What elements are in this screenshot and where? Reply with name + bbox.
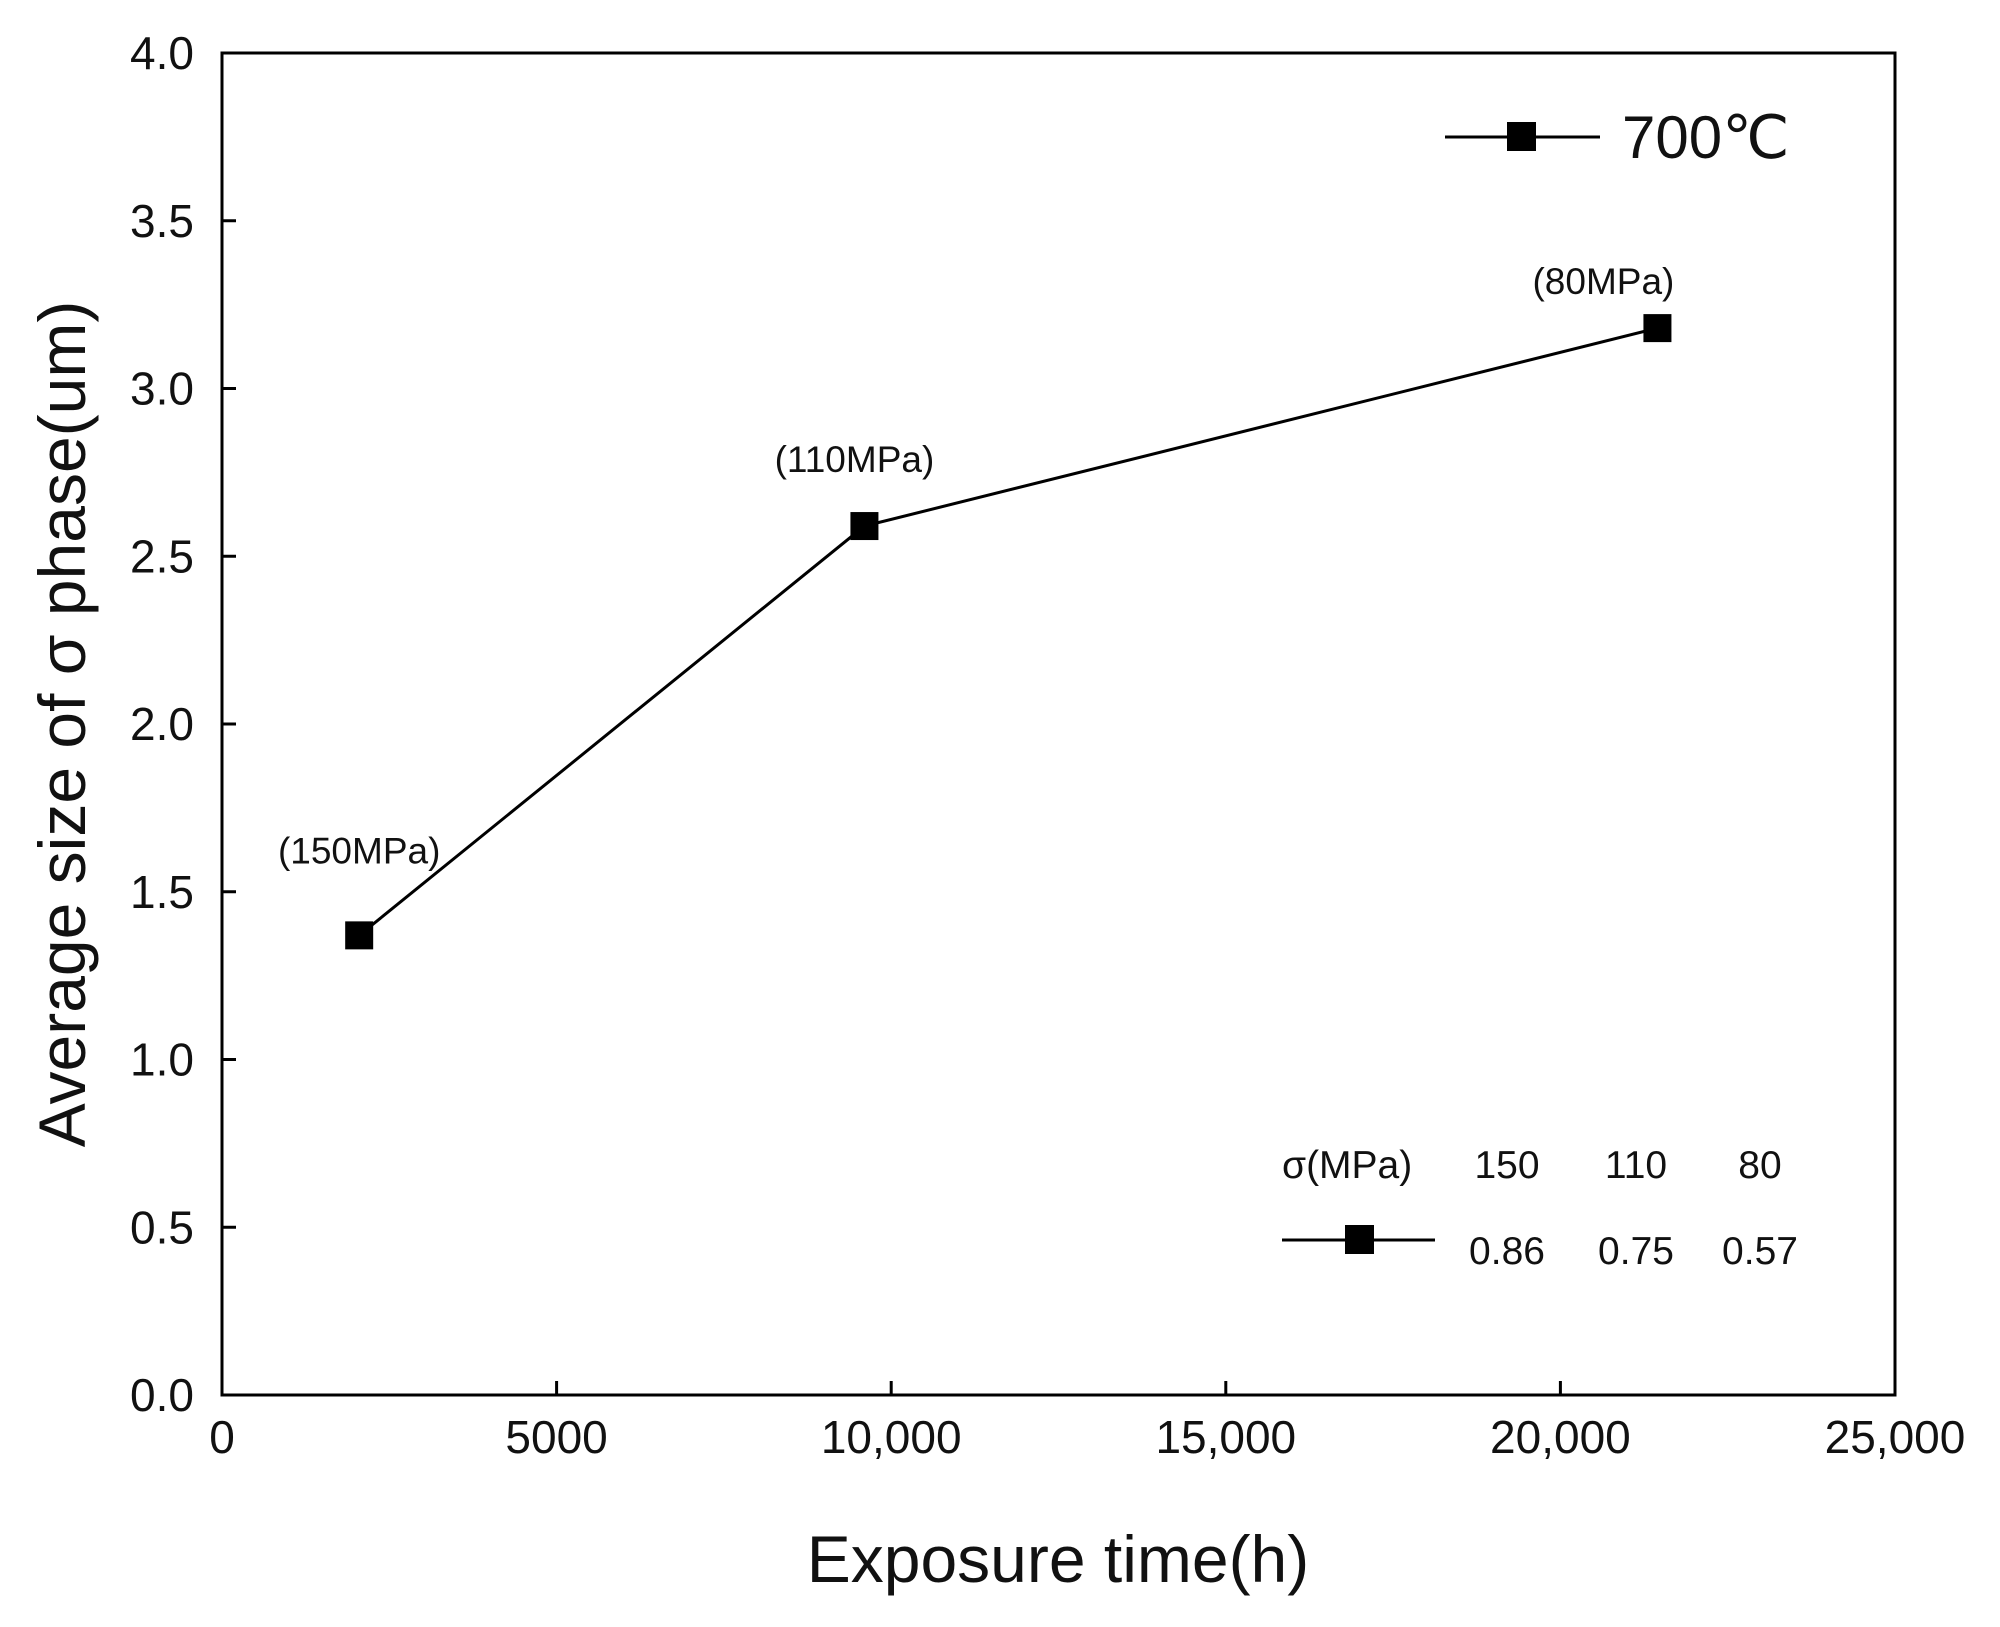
x-tick-label: 10,000 [821,1411,962,1463]
data-point-marker [345,921,374,950]
series-line [358,326,1658,937]
y-axis-title: Average size of σ phase(um) [25,301,99,1148]
legend-marker-square [1507,122,1536,151]
inset-table: σ(MPa) 150 110 80 0.86 0.75 0.57 [1282,1144,1798,1273]
x-tick-label: 5000 [505,1411,607,1463]
inset-header-value: 80 [1738,1144,1781,1187]
x-tick-label: 25,000 [1825,1411,1966,1463]
y-tick-label: 4.0 [130,27,194,79]
inset-header-label: σ(MPa) [1282,1144,1412,1187]
y-tick-label: 0.5 [130,1201,194,1253]
inset-header-value: 150 [1474,1144,1539,1187]
x-tick-label: 15,000 [1155,1411,1296,1463]
data-point-label: (150MPa) [278,830,440,871]
y-axis-ticks: 0.0 0.5 1.0 1.5 2.0 2.5 3.0 3.5 4.0 [130,27,236,1421]
y-tick-label: 2.0 [130,698,194,750]
data-point-label: (110MPa) [775,439,935,480]
y-tick-label: 2.5 [130,530,194,582]
legend-label: 700℃ [1622,104,1790,171]
x-tick-label: 0 [209,1411,235,1463]
y-tick-label: 1.0 [130,1034,194,1086]
x-axis-ticks: 0 5000 10,000 15,000 20,000 25,000 [209,1381,1965,1463]
x-tick-label: 20,000 [1490,1411,1631,1463]
plot-frame [220,51,1897,1397]
data-point-label: (80MPa) [1532,261,1674,302]
data-point-marker [1643,314,1672,343]
data-point-marker [850,512,879,541]
series-layer: (150MPa) (110MPa) (80MPa) [278,261,1674,950]
x-axis-title: Exposure time(h) [807,1522,1310,1596]
inset-row-value: 0.75 [1598,1230,1674,1273]
y-tick-label: 3.0 [130,363,194,415]
inset-header-value: 110 [1605,1144,1667,1187]
y-tick-label: 0.0 [130,1369,194,1421]
inset-series-marker-square [1345,1225,1374,1254]
y-tick-label: 1.5 [130,866,194,918]
inset-row-value: 0.57 [1722,1230,1798,1273]
y-tick-label: 3.5 [130,195,194,247]
legend: 700℃ [1445,104,1790,171]
inset-row-value: 0.86 [1469,1230,1545,1273]
